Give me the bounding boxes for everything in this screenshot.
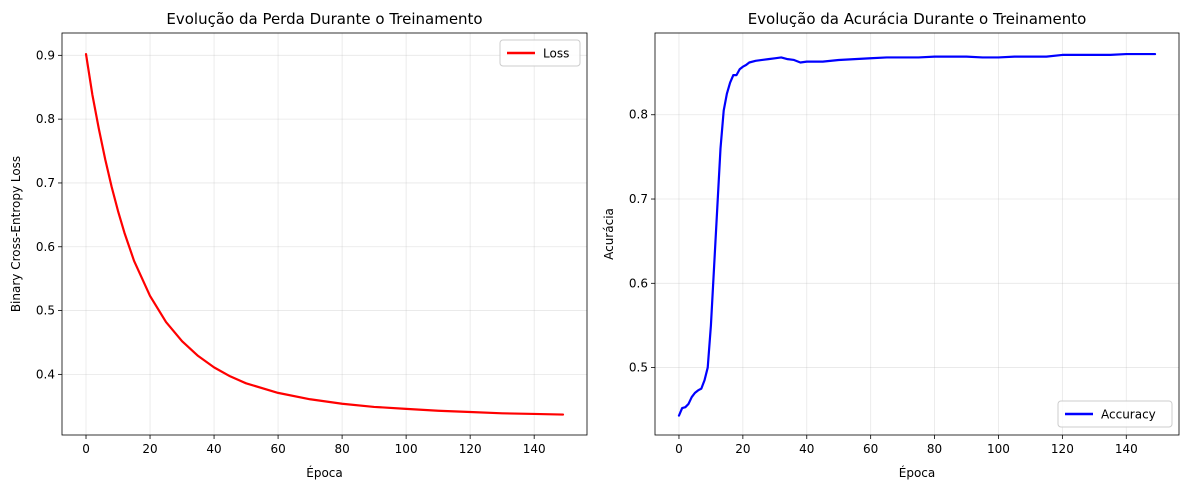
loss-x-tick-label: 100 (395, 442, 418, 456)
loss-chart-title: Evolução da Perda Durante o Treinamento (166, 10, 482, 28)
loss-lines (84, 52, 565, 416)
loss-chart: 0 20 40 60 80 100 120 140 0.4 0.5 0.6 0.7 0.8 0.9 Evo… (9, 10, 588, 480)
accuracy-x-tick-label: 140 (1115, 442, 1138, 456)
accuracy-y-tick-label: 0.8 (629, 108, 648, 122)
accuracy-x-tick-label: 120 (1051, 442, 1074, 456)
loss-x-tick-label: 20 (142, 442, 157, 456)
loss-x-tick-label: 40 (206, 442, 221, 456)
loss-y-tick-label: 0.5 (36, 304, 55, 318)
accuracy-y-tick-label: 0.5 (629, 361, 648, 375)
accuracy-x-tick-label: 40 (799, 442, 814, 456)
loss-x-tick-label: 120 (459, 442, 482, 456)
accuracy-y-axis-label: Acurácia (602, 208, 616, 260)
loss-x-tick-label: 60 (270, 442, 285, 456)
loss-axes-frame (61, 32, 588, 436)
loss-x-axis-label: Época (306, 465, 343, 480)
loss-legend-box (499, 39, 581, 67)
accuracy-legend-label: Accuracy (1101, 408, 1156, 422)
accuracy-chart-title: Evolução da Acurácia Durante o Treinamen… (748, 10, 1087, 28)
accuracy-axes-frame (654, 32, 1180, 436)
loss-y-tick-label: 0.7 (36, 176, 55, 190)
accuracy-legend: Accuracy (1057, 400, 1173, 428)
accuracy-ticks: 0 20 40 60 80 100 120 140 0.5 0.6 0.7 0.8 (629, 108, 1138, 456)
loss-y-tick-label: 0.9 (36, 48, 55, 62)
accuracy-x-tick-label: 60 (863, 442, 878, 456)
accuracy-x-axis-label: Época (899, 465, 936, 480)
accuracy-x-tick-label: 20 (735, 442, 750, 456)
loss-y-tick-label: 0.8 (36, 112, 55, 126)
accuracy-grid (655, 33, 1179, 435)
loss-series-line (84, 52, 565, 416)
loss-x-tick-label: 140 (523, 442, 546, 456)
loss-legend: Loss (499, 39, 581, 67)
loss-y-tick-label: 0.6 (36, 240, 55, 254)
accuracy-y-tick-label: 0.7 (629, 192, 648, 206)
accuracy-x-tick-label: 0 (675, 442, 683, 456)
accuracy-x-tick-label: 80 (927, 442, 942, 456)
accuracy-y-tick-label: 0.6 (629, 276, 648, 290)
accuracy-lines (677, 52, 1157, 417)
loss-y-axis-label: Binary Cross-Entropy Loss (9, 156, 23, 312)
loss-x-tick-label: 0 (82, 442, 90, 456)
accuracy-chart: 0 20 40 60 80 100 120 140 0.5 0.6 0.7 0.8 Evolução … (602, 10, 1180, 480)
accuracy-series-line (677, 52, 1157, 417)
loss-y-tick-label: 0.4 (36, 367, 55, 381)
loss-ticks: 0 20 40 60 80 100 120 140 0.4 0.5 0.6 0.7 0.8 0.9 (36, 48, 546, 456)
loss-legend-label: Loss (543, 47, 569, 61)
accuracy-legend-box (1057, 400, 1173, 428)
accuracy-x-tick-label: 100 (987, 442, 1010, 456)
loss-x-tick-label: 80 (334, 442, 349, 456)
